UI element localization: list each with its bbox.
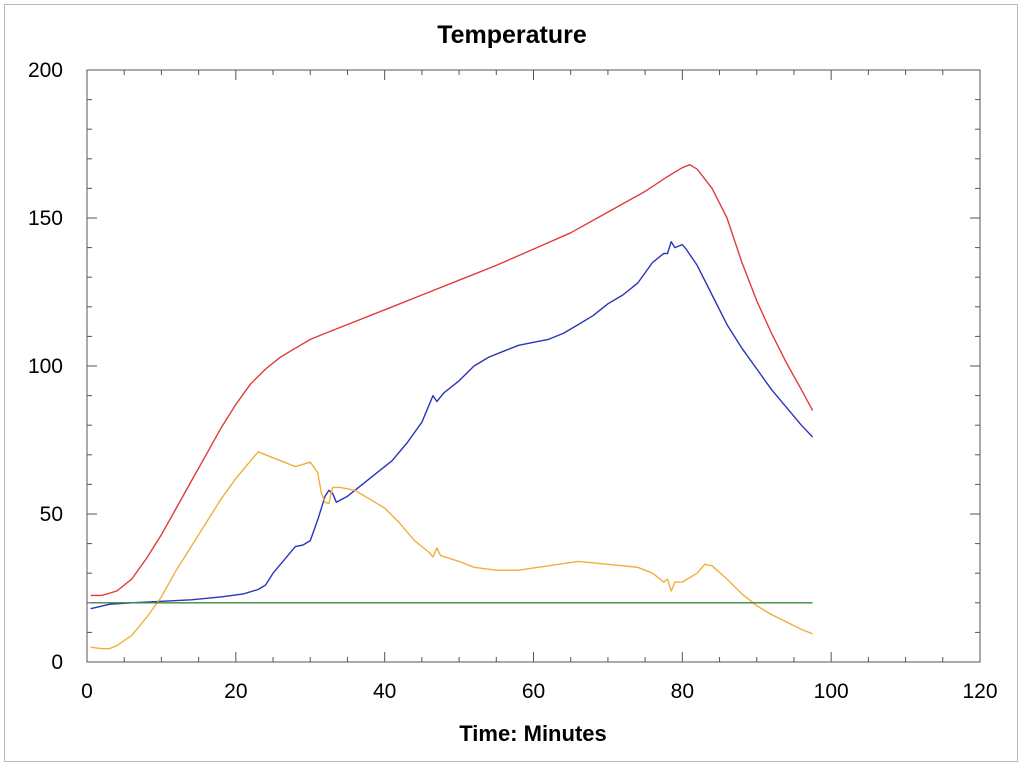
y-tick-label: 0 [51, 651, 63, 674]
axis-ticks: 0 20 40 60 80 100 120 0 50 100 150 200 [28, 59, 998, 703]
x-tick-label: 60 [522, 680, 545, 703]
x-tick-label: 100 [814, 680, 849, 703]
x-axis-label: Time: Minutes [459, 721, 607, 746]
y-tick-label: 50 [40, 503, 63, 526]
chart-title: Temperature [437, 21, 587, 49]
series-line-2 [90, 241, 814, 610]
plot-area [86, 69, 981, 663]
series-line-3 [90, 451, 813, 650]
y-tick-label: 100 [28, 355, 63, 378]
x-tick-label: 20 [224, 680, 247, 703]
chart-frame [4, 4, 1018, 762]
series-line-1 [90, 164, 814, 597]
x-tick-label: 0 [81, 680, 93, 703]
x-tick-label: 120 [962, 680, 997, 703]
plot-lines [90, 164, 814, 650]
y-tick-label: 150 [28, 207, 63, 230]
y-tick-label: 200 [28, 59, 63, 82]
x-tick-label: 40 [373, 680, 396, 703]
x-tick-label: 80 [671, 680, 694, 703]
